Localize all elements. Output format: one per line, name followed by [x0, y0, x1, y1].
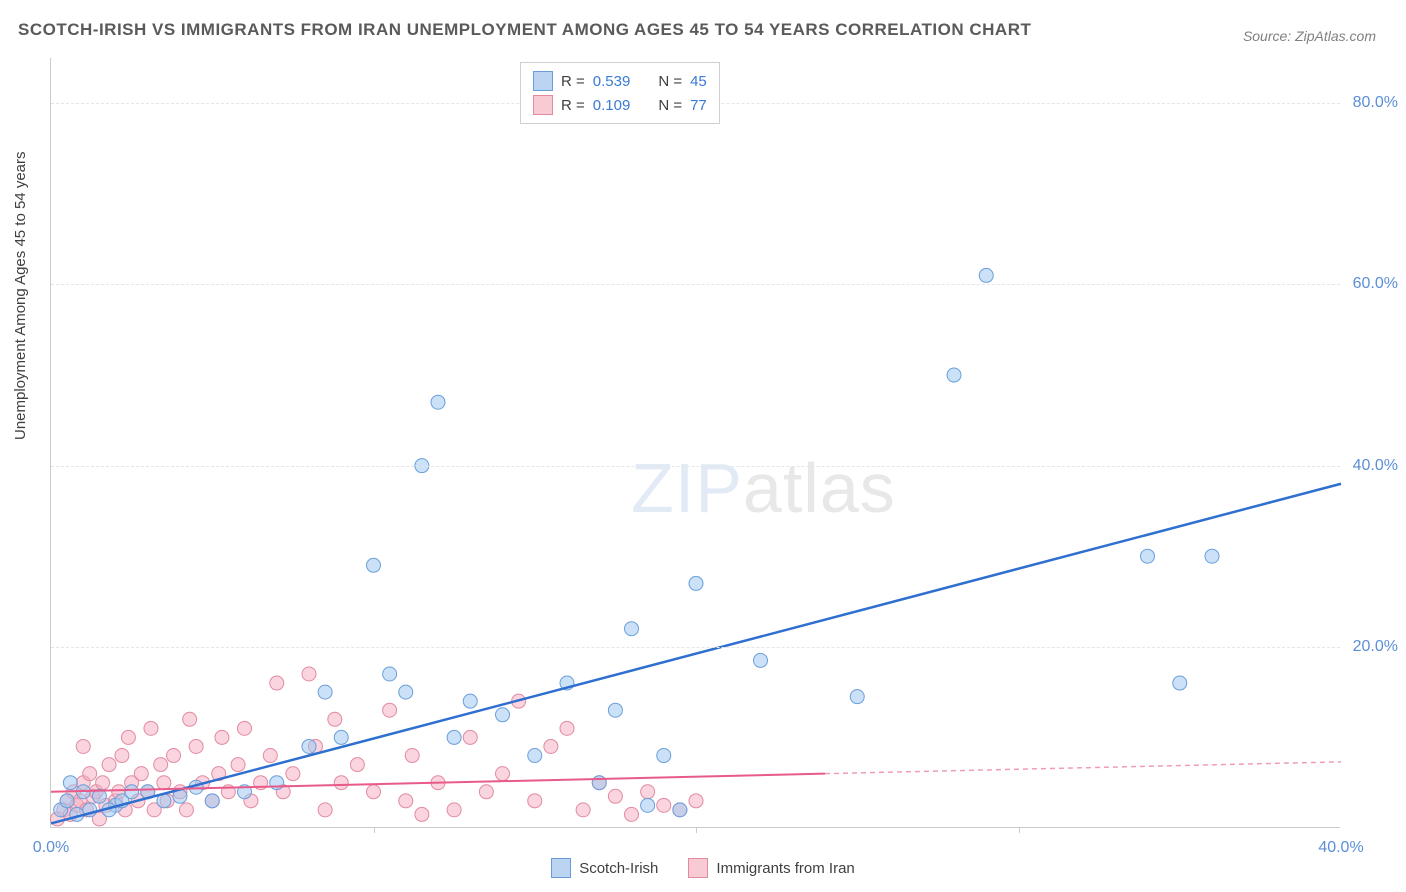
legend-stats-box: R = 0.539 N = 45 R = 0.109 N = 77: [520, 62, 720, 124]
legend-series: Scotch-Irish Immigrants from Iran: [0, 858, 1406, 878]
source-label: Source:: [1243, 28, 1291, 44]
y-tick-label: 60.0%: [1353, 275, 1398, 293]
gridline-h: [51, 466, 1340, 467]
legend-swatch-pink-icon: [533, 95, 553, 115]
r-label: R =: [561, 73, 585, 90]
chart-svg: [51, 58, 1340, 827]
n-label: N =: [658, 97, 682, 114]
y-axis-label: Unemployment Among Ages 45 to 54 years: [12, 151, 29, 440]
legend-label-1: Scotch-Irish: [579, 860, 658, 877]
y-tick-label: 40.0%: [1353, 457, 1398, 475]
x-tick-label: 40.0%: [1318, 839, 1363, 857]
x-tick-mark: [696, 827, 697, 833]
r-value-1: 0.539: [593, 73, 631, 90]
legend-item-1: Scotch-Irish: [551, 858, 658, 878]
legend-stats-row-1: R = 0.539 N = 45: [533, 69, 707, 93]
n-value-1: 45: [690, 73, 707, 90]
y-tick-label: 80.0%: [1353, 94, 1398, 112]
source-attribution: Source: ZipAtlas.com: [1243, 28, 1376, 44]
chart-plot-area: ZIPatlas 20.0%40.0%60.0%80.0%0.0%40.0%: [50, 58, 1340, 828]
legend-swatch-blue-icon: [533, 71, 553, 91]
n-label: N =: [658, 73, 682, 90]
gridline-h: [51, 647, 1340, 648]
legend-swatch-blue-icon: [551, 858, 571, 878]
legend-label-2: Immigrants from Iran: [716, 860, 854, 877]
x-tick-mark: [374, 827, 375, 833]
r-value-2: 0.109: [593, 97, 631, 114]
n-value-2: 77: [690, 97, 707, 114]
x-tick-mark: [1019, 827, 1020, 833]
legend-stats-row-2: R = 0.109 N = 77: [533, 93, 707, 117]
r-label: R =: [561, 97, 585, 114]
legend-item-2: Immigrants from Iran: [688, 858, 854, 878]
x-tick-label: 0.0%: [33, 839, 69, 857]
legend-swatch-pink-icon: [688, 858, 708, 878]
chart-title: SCOTCH-IRISH VS IMMIGRANTS FROM IRAN UNE…: [18, 20, 1031, 40]
source-value: ZipAtlas.com: [1295, 28, 1376, 44]
gridline-h: [51, 284, 1340, 285]
y-tick-label: 20.0%: [1353, 638, 1398, 656]
